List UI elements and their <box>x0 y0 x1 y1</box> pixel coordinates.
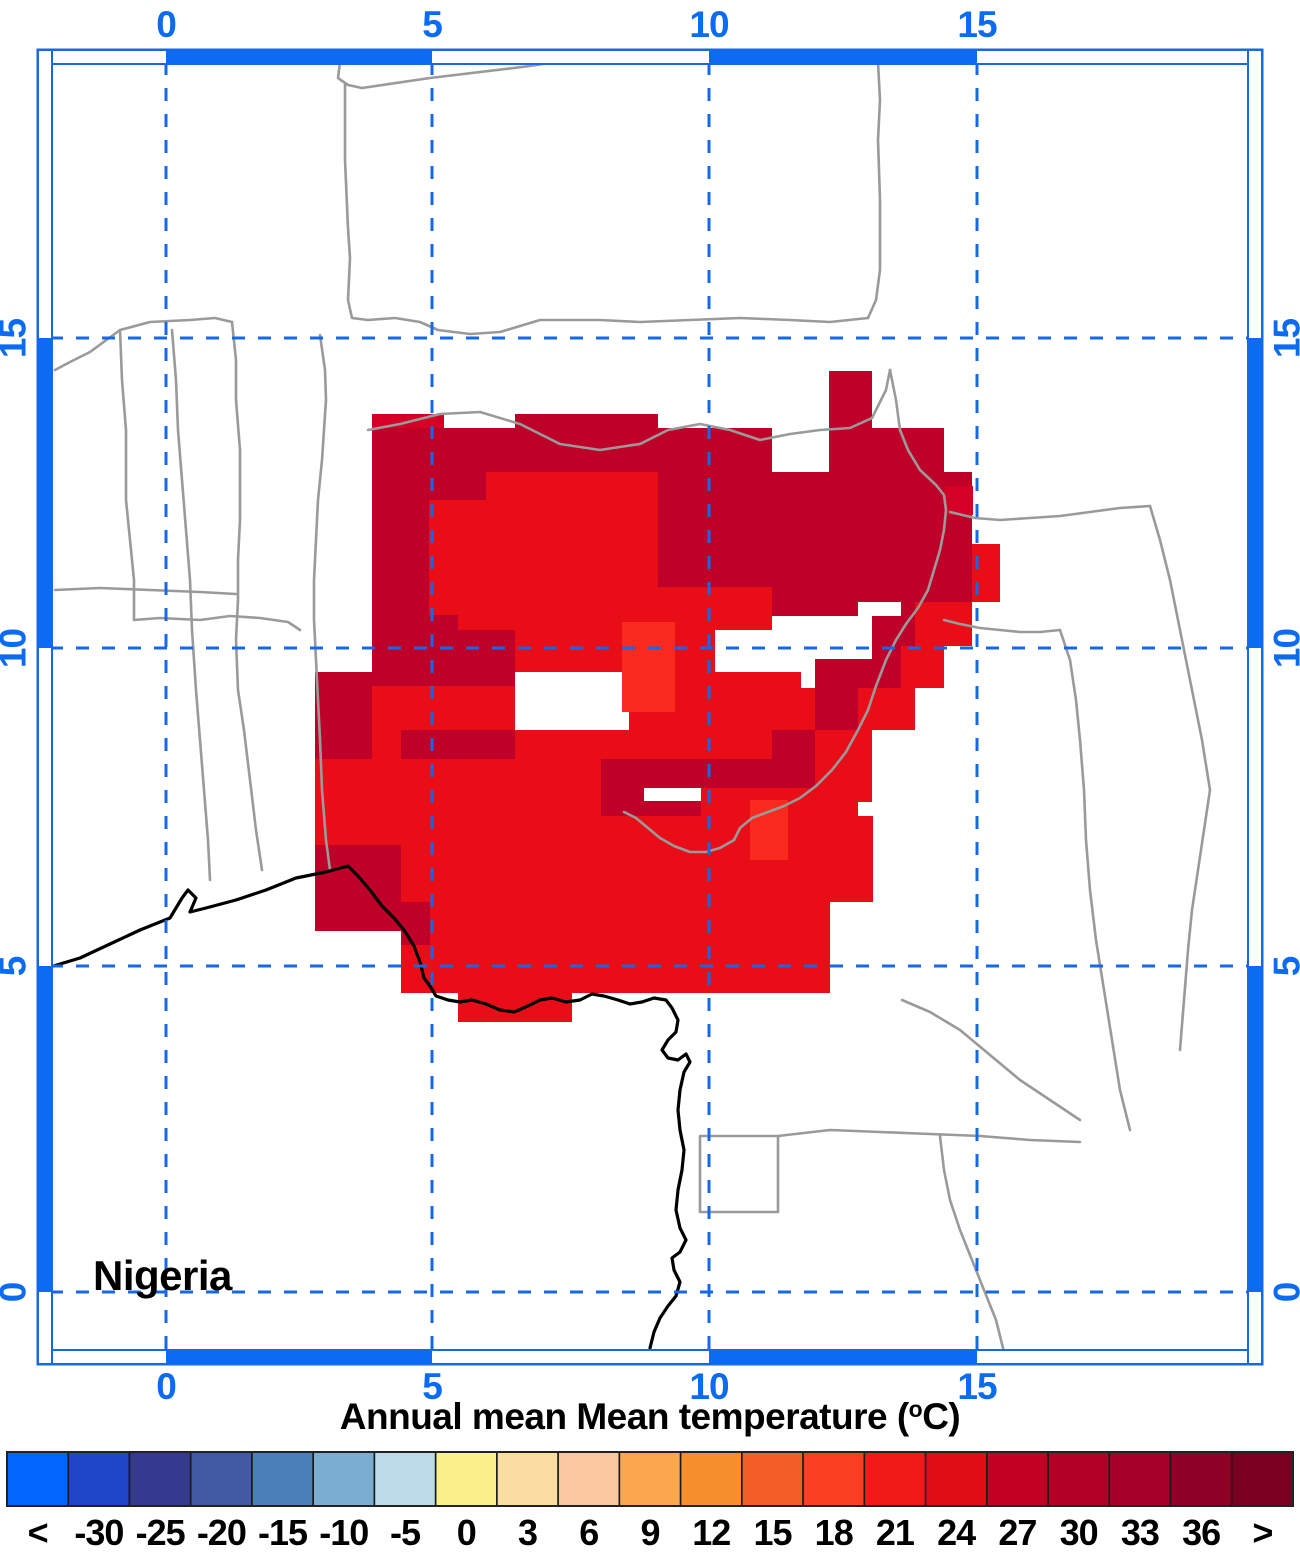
colorbar-swatch <box>374 1452 435 1506</box>
colorbar-tick-0: < <box>28 1515 48 1551</box>
axis-bar-top <box>38 50 1262 64</box>
y-tick-left-10: 10 <box>0 620 32 678</box>
y-tick-right-15: 15 <box>1269 310 1300 368</box>
colorbar-swatch <box>803 1452 864 1506</box>
colorbar-tick-20: > <box>1252 1515 1272 1551</box>
y-tick-left-0: 0 <box>0 1268 32 1318</box>
colorbar-swatch <box>558 1452 619 1506</box>
axis-bar-bottom <box>38 1350 1262 1364</box>
colorbar-tick-10: 9 <box>640 1515 659 1551</box>
colorbar-tick-11: 12 <box>692 1515 730 1551</box>
colorbar-swatch <box>1048 1452 1109 1506</box>
colorbar-tick-7: 0 <box>457 1515 476 1551</box>
x-tick-top-0: 0 <box>156 6 176 43</box>
colorbar-swatch <box>1232 1452 1293 1506</box>
map-figure: 0 5 10 15 0 5 10 15 0 5 10 15 0 5 10 15 … <box>0 0 1300 1390</box>
y-tick-right-0: 0 <box>1269 1268 1300 1318</box>
colorbar-swatch <box>864 1452 925 1506</box>
colorbar-swatch <box>619 1452 680 1506</box>
colorbar-tick-18: 33 <box>1121 1515 1159 1551</box>
map-canvas <box>0 0 1300 1390</box>
colorbar-tick-16: 27 <box>998 1515 1036 1551</box>
y-tick-right-10: 10 <box>1269 620 1300 678</box>
colorbar-swatch <box>313 1452 374 1506</box>
y-tick-right-5: 5 <box>1269 942 1300 992</box>
colorbar-tick-14: 21 <box>876 1515 914 1551</box>
colorbar-tick-17: 30 <box>1060 1515 1098 1551</box>
colorbar-swatch <box>252 1452 313 1506</box>
colorbar-title-main: Annual mean Mean temperature ( <box>340 1396 909 1437</box>
colorbar-swatch <box>191 1452 252 1506</box>
colorbar-swatch <box>68 1452 129 1506</box>
colorbar-tick-6: -5 <box>390 1515 420 1551</box>
colorbar-swatch <box>1171 1452 1232 1506</box>
degree-superscript: o <box>909 1396 923 1422</box>
colorbar-tick-8: 3 <box>518 1515 537 1551</box>
y-tick-left-15: 15 <box>0 310 32 368</box>
colorbar-tick-15: 24 <box>937 1515 975 1551</box>
colorbar-swatch <box>987 1452 1048 1506</box>
colorbar-tick-12: 15 <box>753 1515 791 1551</box>
colorbar-swatch <box>497 1452 558 1506</box>
x-tick-top-5: 5 <box>422 6 442 43</box>
colorbar-swatch <box>7 1452 68 1506</box>
colorbar-swatch <box>681 1452 742 1506</box>
axis-bar-right <box>1248 50 1262 1364</box>
colorbar-tick-3: -20 <box>197 1515 246 1551</box>
colorbar-swatch <box>436 1452 497 1506</box>
x-tick-top-15: 15 <box>957 6 996 43</box>
axis-bar-left <box>38 50 52 1364</box>
colorbar-swatch <box>1109 1452 1170 1506</box>
colorbar-tick-19: 36 <box>1182 1515 1220 1551</box>
colorbar-swatch <box>129 1452 190 1506</box>
colorbar-tick-1: -30 <box>74 1515 123 1551</box>
colorbar-tick-9: 6 <box>579 1515 598 1551</box>
colorbar-tick-5: -10 <box>319 1515 368 1551</box>
colorbar-swatch <box>742 1452 803 1506</box>
colorbar-title: Annual mean Mean temperature (oC) <box>340 1396 960 1438</box>
colorbar-swatch <box>926 1452 987 1506</box>
colorbar-title-tail: C) <box>922 1396 960 1437</box>
y-tick-left-5: 5 <box>0 942 32 992</box>
colorbar-tick-2: -25 <box>136 1515 185 1551</box>
colorbar-tick-13: 18 <box>815 1515 853 1551</box>
colorbar-figure: Annual mean Mean temperature (oC) < -30 -2… <box>0 1390 1300 1559</box>
region-label-nigeria: Nigeria <box>93 1252 232 1300</box>
colorbar-tick-4: -15 <box>258 1515 307 1551</box>
x-tick-top-10: 10 <box>689 6 728 43</box>
